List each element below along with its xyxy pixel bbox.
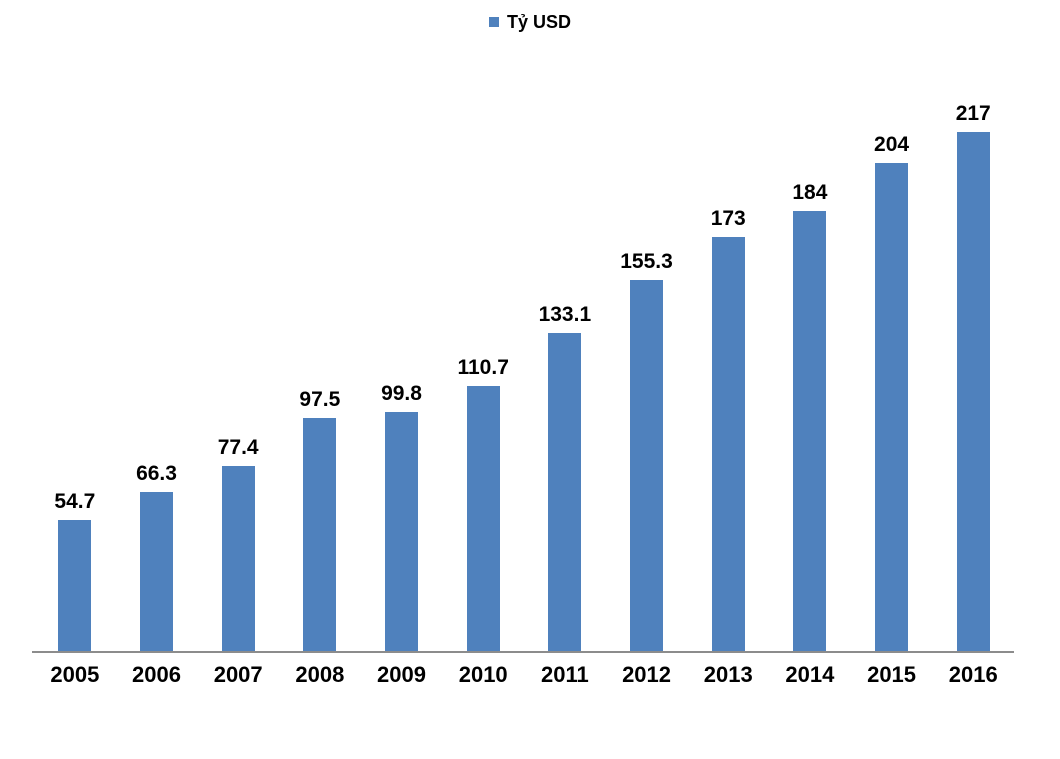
- bar-slot: 110.7: [442, 357, 524, 651]
- bar-slot: 99.8: [361, 383, 443, 651]
- bar-slot: 97.5: [279, 389, 361, 651]
- x-axis-line: [32, 651, 1014, 653]
- bar: [58, 520, 92, 651]
- x-axis-tick-label: 2007: [213, 662, 263, 687]
- x-axis-labels: 2005 2006 2007 2008 2009 2010 2011 2012 2013 2014…: [34, 664, 1014, 686]
- x-axis-tick-label: 2014: [785, 662, 835, 687]
- bar-value-label: 54.7: [54, 490, 96, 513]
- legend-label: Tỷ USD: [506, 12, 571, 32]
- bar-slot: 54.7: [34, 491, 116, 651]
- bar-value-label: 66.3: [136, 462, 177, 485]
- bar-value-label: 133.1: [538, 303, 592, 326]
- x-axis-tick-label: 2015: [867, 662, 917, 687]
- bar-value-label: 110.7: [457, 356, 509, 379]
- plot-area: 54.7 66.3 77.4 97.5 99.8 110.7 133.1 155.3 173 18…: [34, 103, 1014, 651]
- bar: [793, 211, 827, 651]
- bar: [303, 418, 337, 651]
- x-axis-tick-label: 2008: [295, 662, 345, 687]
- x-axis-tick-label: 2013: [703, 662, 753, 687]
- bar-value-label: 173: [710, 207, 746, 230]
- bar-value-label: 217: [955, 102, 991, 125]
- bar-slot: 66.3: [116, 463, 198, 651]
- bar-slot: 133.1: [524, 304, 606, 651]
- bar-value-label: 184: [792, 181, 828, 204]
- bar: [956, 132, 990, 651]
- bar-value-label: 155.3: [620, 250, 673, 273]
- x-axis-tick-label: 2016: [948, 662, 998, 687]
- bar-value-label: 204: [874, 133, 910, 156]
- bar-slot: 217: [932, 103, 1014, 651]
- bar-slot: 204: [851, 134, 933, 651]
- bar: [466, 386, 500, 651]
- bar: [140, 492, 173, 651]
- bar-slot: 184: [769, 182, 851, 651]
- bar: [221, 466, 255, 651]
- bar: [548, 333, 582, 651]
- x-axis-tick-label: 2012: [622, 662, 672, 687]
- x-axis-tick-label: 2009: [377, 662, 426, 687]
- x-axis-tick-label: 2006: [132, 662, 181, 687]
- legend-swatch-icon: [488, 17, 499, 27]
- bar: [711, 237, 745, 651]
- x-axis-tick-label: 2010: [458, 662, 508, 687]
- bar-slot: 155.3: [606, 251, 688, 651]
- bar-slot: 77.4: [197, 437, 279, 651]
- x-axis-tick-label: 2011: [541, 662, 589, 687]
- chart-legend: Tỷ USD: [0, 13, 1060, 31]
- x-axis-tick-label: 2005: [50, 662, 100, 687]
- bar-value-label: 97.5: [299, 388, 341, 411]
- bar-slot: 173: [687, 208, 769, 651]
- bar-value-label: 99.8: [381, 382, 422, 405]
- bar: [630, 280, 664, 651]
- bar: [875, 163, 909, 651]
- bar: [385, 412, 419, 651]
- bar-value-label: 77.4: [217, 436, 259, 459]
